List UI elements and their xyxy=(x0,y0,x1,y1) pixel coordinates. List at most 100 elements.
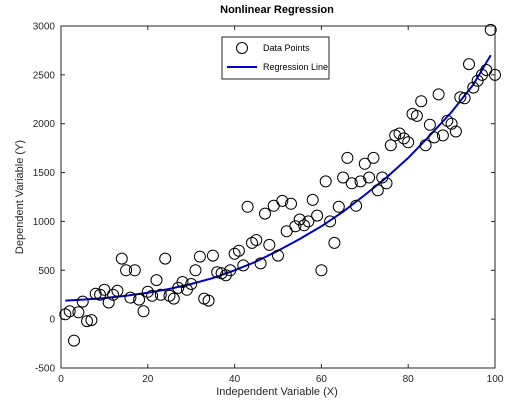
data-point xyxy=(358,157,371,170)
data-point xyxy=(267,199,280,212)
data-point xyxy=(68,334,80,347)
data-point xyxy=(354,175,367,188)
data-point xyxy=(150,274,163,287)
y-tick-label: 2500 xyxy=(33,70,56,81)
data-point xyxy=(146,289,159,302)
data-point xyxy=(393,127,406,140)
data-point xyxy=(254,257,267,270)
data-point xyxy=(250,234,263,246)
y-tick-label: 500 xyxy=(38,266,55,277)
plot-area xyxy=(60,25,496,369)
data-point xyxy=(402,136,415,149)
data-point xyxy=(137,305,150,318)
data-point xyxy=(428,131,441,144)
data-point xyxy=(107,288,120,301)
y-tick-label: 1500 xyxy=(33,168,56,179)
data-point xyxy=(484,23,497,36)
data-point xyxy=(423,118,436,131)
y-tick-label: 0 xyxy=(49,315,55,326)
data-point xyxy=(489,68,501,81)
data-point xyxy=(341,151,354,164)
plot-frame xyxy=(60,25,496,369)
data-point xyxy=(228,247,241,260)
data-point xyxy=(463,58,475,71)
data-point xyxy=(302,215,315,228)
data-point xyxy=(98,283,111,296)
data-point xyxy=(432,88,445,101)
data-point xyxy=(306,193,319,206)
y-tick-label: 2000 xyxy=(33,119,56,130)
x-tick-label: 100 xyxy=(487,374,504,385)
data-point xyxy=(380,177,393,190)
data-point xyxy=(76,295,89,308)
data-point xyxy=(449,125,462,138)
data-point xyxy=(371,184,384,197)
data-point xyxy=(224,264,237,277)
data-point xyxy=(276,194,289,207)
data-point xyxy=(232,244,245,257)
y-tick-label: 3000 xyxy=(33,22,56,33)
data-point xyxy=(185,278,198,290)
x-tick-label: 0 xyxy=(58,374,64,385)
data-point xyxy=(445,117,458,130)
data-point xyxy=(124,291,137,304)
data-point xyxy=(72,306,85,319)
data-point xyxy=(167,292,180,305)
data-point xyxy=(289,220,302,233)
data-points-group xyxy=(59,23,501,347)
data-point xyxy=(458,92,471,105)
legend-marker-data-points xyxy=(236,42,248,54)
x-tick-label: 40 xyxy=(229,374,241,385)
data-point xyxy=(454,91,467,104)
data-point xyxy=(141,285,154,298)
data-point xyxy=(345,177,358,190)
y-axis-ticks: -500 0 500 1000 1500 2000 2500 3000 xyxy=(33,22,495,375)
legend: Data Points Regression Line xyxy=(221,36,330,80)
data-point xyxy=(128,264,141,277)
data-point xyxy=(324,215,337,228)
data-point xyxy=(81,315,93,328)
data-point xyxy=(332,200,345,213)
data-point xyxy=(315,264,328,277)
data-point xyxy=(319,175,332,188)
data-point xyxy=(280,225,293,238)
data-point xyxy=(111,284,124,297)
data-point xyxy=(211,266,224,279)
data-point xyxy=(85,314,98,327)
data-point xyxy=(263,238,276,251)
data-point xyxy=(311,209,324,222)
x-axis-ticks: 0 20 40 60 80 100 xyxy=(58,26,504,385)
data-point xyxy=(159,252,172,265)
data-point xyxy=(272,249,284,262)
data-point xyxy=(397,132,410,145)
data-point xyxy=(237,259,250,272)
data-point xyxy=(206,249,219,262)
data-point xyxy=(419,139,432,152)
data-point xyxy=(367,151,380,164)
data-point xyxy=(154,288,167,301)
data-point xyxy=(63,305,76,318)
data-point xyxy=(467,81,480,94)
data-point xyxy=(133,293,146,306)
data-point xyxy=(172,281,185,294)
data-point xyxy=(415,95,428,108)
x-tick-label: 20 xyxy=(142,374,154,385)
regression-line-group xyxy=(65,54,492,302)
legend-label-regression-line: Regression Line xyxy=(263,62,328,72)
y-tick-label: 1000 xyxy=(33,217,56,228)
x-axis-label: Independent Variable (X) xyxy=(216,386,338,398)
data-point xyxy=(241,200,254,213)
data-point xyxy=(176,276,189,288)
data-point xyxy=(328,236,341,249)
chart-title: Nonlinear Regression xyxy=(220,4,334,16)
data-point xyxy=(115,252,128,265)
data-point xyxy=(193,250,206,263)
data-point xyxy=(202,294,215,307)
data-point xyxy=(363,171,376,184)
legend-label-data-points: Data Points xyxy=(263,43,310,53)
data-point xyxy=(436,129,449,142)
x-tick-label: 80 xyxy=(403,374,415,385)
data-point xyxy=(350,199,363,212)
regression-line xyxy=(65,54,492,302)
